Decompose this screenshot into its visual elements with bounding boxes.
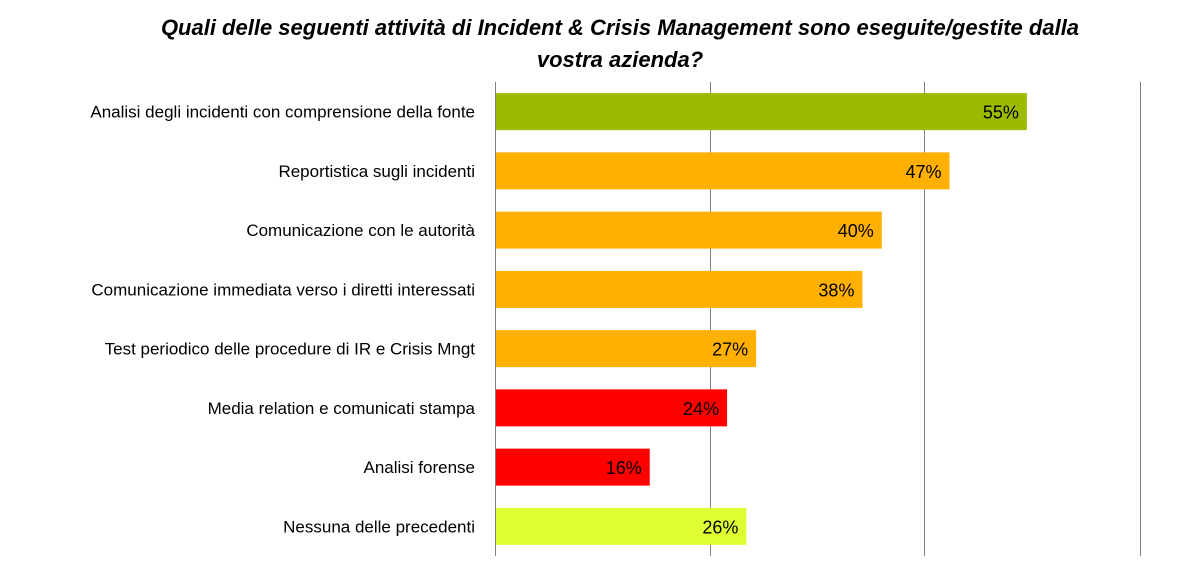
bar [496,270,863,308]
category-label: Test periodico delle procedure di IR e C… [105,340,476,359]
category-label: Analisi forense [363,458,475,477]
category-label: Comunicazione immediata verso i diretti … [91,280,475,299]
bar [496,389,728,427]
data-label: 47% [905,162,941,182]
category-label: Comunicazione con le autorità [246,221,475,240]
data-label: 38% [818,280,854,300]
data-label: 16% [606,458,642,478]
bar [496,211,882,249]
data-label: 40% [838,221,874,241]
bar [496,152,950,190]
category-label: Reportistica sugli incidenti [278,162,475,181]
chart-title-line-2: vostra azienda? [536,47,704,72]
category-label: Media relation e comunicati stampa [208,399,476,418]
data-label: 55% [983,103,1019,123]
bar [496,507,747,545]
bar [496,93,1027,131]
category-label: Nessuna delle precedenti [283,517,475,536]
chart-title-line-1: Quali delle seguenti attività di Inciden… [160,15,1080,40]
bar [496,448,650,486]
data-label: 24% [683,399,719,419]
chart-title: Quali delle seguenti attività di Inciden… [90,12,1150,76]
data-label: 27% [712,340,748,360]
bar [496,330,757,368]
category-label: Analisi degli incidenti con comprensione… [90,103,475,122]
data-label: 26% [702,517,738,537]
